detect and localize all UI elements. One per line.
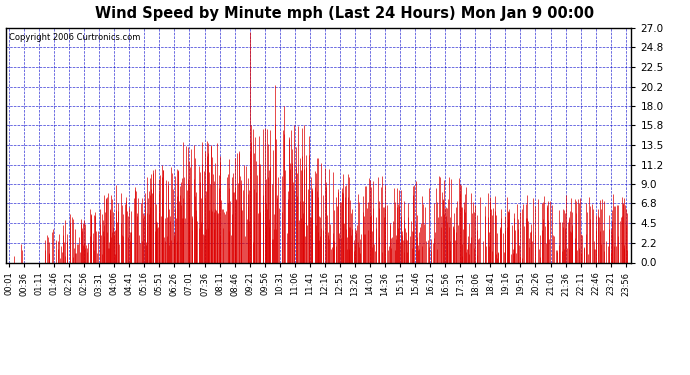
Text: Copyright 2006 Curtronics.com: Copyright 2006 Curtronics.com [9, 33, 140, 42]
Text: Wind Speed by Minute mph (Last 24 Hours) Mon Jan 9 00:00: Wind Speed by Minute mph (Last 24 Hours)… [95, 6, 595, 21]
